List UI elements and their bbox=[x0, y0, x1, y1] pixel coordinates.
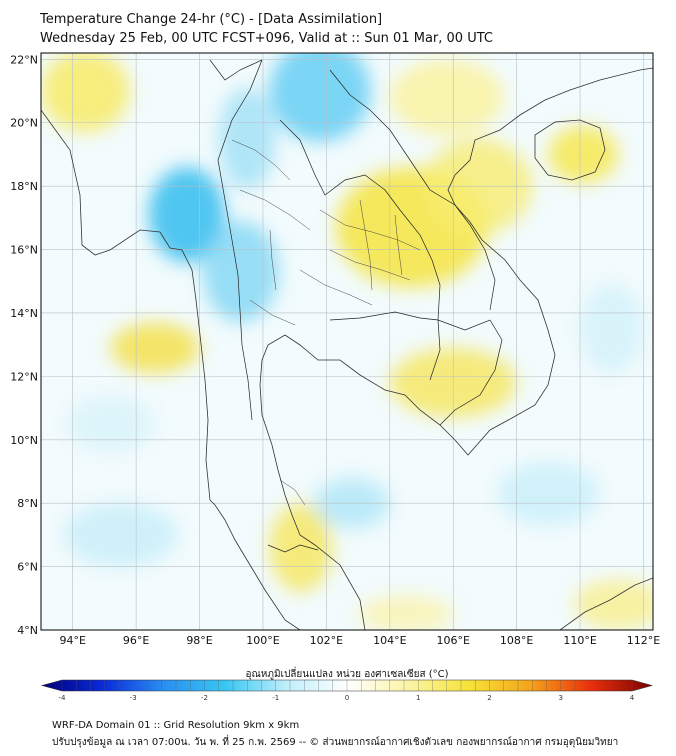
coastlines bbox=[41, 67, 653, 630]
anomaly-hainan-warm bbox=[548, 125, 619, 183]
anomaly-north-thailand-cool bbox=[218, 87, 276, 190]
anomaly-north-vietnam-warm bbox=[389, 59, 504, 136]
colorbar-tick-label: 2 bbox=[487, 694, 491, 702]
colorbar-tick-label: -2 bbox=[201, 694, 208, 702]
map-title: Temperature Change 24-hr (°C) - [Data As… bbox=[40, 12, 383, 27]
lat-tick-label: 16°N bbox=[10, 244, 38, 257]
coastline-gulf-of-thailand bbox=[259, 334, 456, 630]
lon-tick-label: 98°E bbox=[186, 634, 212, 647]
anomaly-east-sea-cool bbox=[580, 284, 644, 374]
lat-tick-label: 6°N bbox=[17, 561, 38, 574]
coastline-hainan bbox=[534, 119, 606, 181]
gridlines bbox=[41, 53, 653, 631]
anomaly-north-laos-cool bbox=[269, 53, 371, 142]
colorbar-tick-label: 4 bbox=[630, 694, 635, 702]
country-borders bbox=[209, 59, 503, 553]
latitude-labels: 22°N 20°N 18°N 16°N 14°N 12°N 10°N 8°N 6°N 4°N bbox=[10, 53, 38, 637]
province-borders bbox=[231, 139, 421, 506]
anomaly-south-thailand-warm bbox=[269, 503, 333, 592]
anomaly-myanmar-border-cold bbox=[148, 167, 225, 263]
temperature-field bbox=[41, 53, 653, 630]
anomaly-andaman-sea-cool bbox=[66, 395, 156, 453]
border-thailand-laos bbox=[279, 119, 441, 321]
anomaly-bangladesh-warm bbox=[41, 53, 130, 133]
lat-tick-label: 14°N bbox=[10, 307, 38, 320]
lon-tick-label: 94°E bbox=[59, 634, 85, 647]
lat-tick-label: 22°N bbox=[10, 53, 38, 66]
colorbar-tick-label: -3 bbox=[130, 694, 137, 702]
colorbar-tick-label: -1 bbox=[272, 694, 279, 702]
temperature-change-map: 22°N 20°N 18°N 16°N 14°N 12°N 10°N 8°N 6°N 4°N 94… bbox=[10, 52, 660, 702]
anomaly-andaman-warm bbox=[110, 322, 200, 374]
colorbar-tick-label: 1 bbox=[416, 694, 420, 702]
colorbar-tick-label: 3 bbox=[559, 694, 563, 702]
credit-line: ปรับปรุงข้อมูล ณ เวลา 07:00น. วัน พ. ที่… bbox=[52, 737, 619, 748]
border-thailand-myanmar bbox=[217, 59, 263, 421]
border-cambodia-vietnam bbox=[437, 319, 503, 426]
plot-frame bbox=[40, 52, 654, 631]
anomaly-indian-ocean-cool bbox=[63, 503, 178, 567]
anomaly-south-china-sea-cool bbox=[497, 461, 600, 526]
lat-tick-label: 10°N bbox=[10, 434, 38, 447]
model-info: WRF-DA Domain 01 :: Grid Resolution 9km … bbox=[52, 720, 300, 731]
lat-tick-label: 4°N bbox=[17, 624, 38, 637]
coastline-myanmar-thailand-malaysia bbox=[41, 109, 301, 630]
lat-tick-label: 20°N bbox=[10, 117, 38, 130]
lon-tick-label: 104°E bbox=[373, 634, 406, 647]
lat-tick-label: 18°N bbox=[10, 180, 38, 193]
lon-tick-label: 100°E bbox=[246, 634, 279, 647]
map-subtitle: Wednesday 25 Feb, 00 UTC FCST+096, Valid… bbox=[40, 31, 493, 46]
coastline-borneo bbox=[559, 577, 653, 630]
border-thailand-cambodia bbox=[329, 311, 441, 381]
lon-tick-label: 108°E bbox=[500, 634, 533, 647]
border-laos-vietnam bbox=[329, 69, 496, 311]
colorbar-tick-label: -4 bbox=[59, 694, 67, 702]
longitude-labels: 94°E 96°E 98°E 100°E 102°E 104°E 106°E 108°E 110… bbox=[59, 634, 660, 647]
coastline-vietnam bbox=[447, 67, 653, 456]
colorbar-label: อุณหภูมิเปลี่ยนแปลง หน่วย องศาเซลเซียส (… bbox=[245, 666, 448, 680]
anomaly-west-thailand-cool bbox=[202, 221, 279, 323]
border-myanmar-china bbox=[209, 59, 263, 81]
lat-tick-label: 8°N bbox=[17, 497, 38, 510]
lon-tick-label: 110°E bbox=[563, 634, 596, 647]
border-thailand-malaysia bbox=[267, 544, 319, 553]
lon-tick-label: 102°E bbox=[310, 634, 343, 647]
anomaly-malaysia-warm bbox=[358, 595, 454, 630]
lat-tick-label: 12°N bbox=[10, 370, 38, 383]
anomaly-borneo-warm bbox=[573, 579, 653, 630]
lon-tick-label: 96°E bbox=[123, 634, 149, 647]
lon-tick-label: 112°E bbox=[627, 634, 660, 647]
colorbar-tick-labels: -4 -3 -2 -1 0 1 2 3 4 bbox=[59, 694, 635, 702]
colorbar-ticks bbox=[61, 680, 633, 691]
colorbar-tick-label: 0 bbox=[345, 694, 349, 702]
lon-tick-label: 106°E bbox=[437, 634, 470, 647]
